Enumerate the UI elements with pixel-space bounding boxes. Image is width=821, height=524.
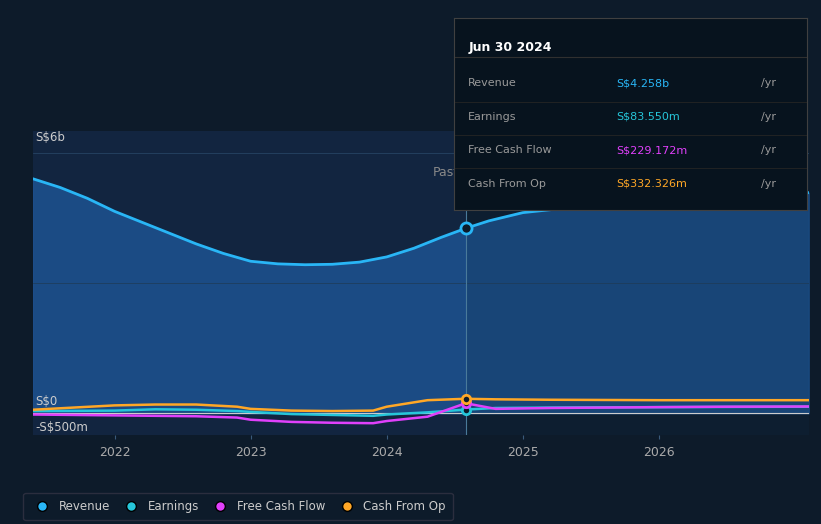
Text: S$229.172m: S$229.172m (617, 145, 688, 155)
Text: Cash From Op: Cash From Op (468, 179, 546, 189)
Text: Free Cash Flow: Free Cash Flow (468, 145, 552, 155)
Text: S$83.550m: S$83.550m (617, 112, 680, 122)
Bar (466, 131, 809, 435)
Text: Revenue: Revenue (468, 79, 517, 89)
Text: Jun 30 2024: Jun 30 2024 (468, 41, 552, 54)
Text: /yr: /yr (761, 179, 776, 189)
Text: Past: Past (433, 166, 459, 179)
Legend: Revenue, Earnings, Free Cash Flow, Cash From Op: Revenue, Earnings, Free Cash Flow, Cash … (23, 493, 452, 520)
Text: S$0: S$0 (35, 395, 57, 408)
Bar (33, 131, 466, 435)
Text: -S$500m: -S$500m (35, 421, 89, 434)
Text: /yr: /yr (761, 112, 776, 122)
Text: Analysts Forecasts: Analysts Forecasts (479, 166, 596, 179)
Text: S$4.258b: S$4.258b (617, 79, 670, 89)
Text: S$6b: S$6b (35, 131, 66, 144)
Text: Earnings: Earnings (468, 112, 516, 122)
Text: S$332.326m: S$332.326m (617, 179, 687, 189)
Text: /yr: /yr (761, 145, 776, 155)
Text: /yr: /yr (761, 79, 776, 89)
